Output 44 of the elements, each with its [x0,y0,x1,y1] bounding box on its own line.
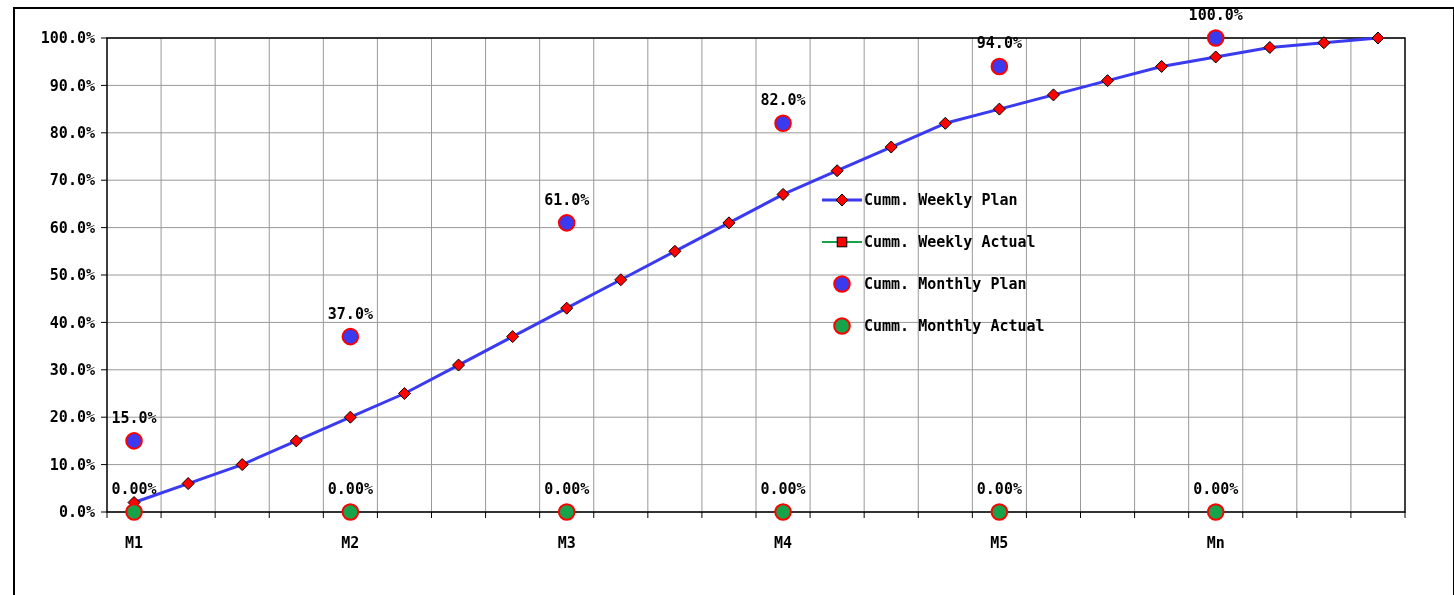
y-tick-label: 20.0% [49,408,95,427]
legend-label: Cumm. Monthly Actual [864,317,1045,336]
point [774,503,792,521]
point [557,503,576,521]
point [1206,29,1225,47]
y-tick-label: 90.0% [49,76,95,95]
y-tick-label: 40.0% [49,313,95,332]
point [774,114,792,133]
data-label: 37.0% [327,304,373,323]
data-label: 94.0% [976,34,1022,53]
y-tick-label: 100.0% [40,29,95,48]
data-label: 0.00% [544,480,590,498]
y-tick-label: 60.0% [49,218,95,237]
data-label: 0.00% [1193,480,1239,498]
point [990,503,1009,521]
legend-label: Cumm. Weekly Plan [864,191,1018,210]
point [990,57,1009,76]
x-tick-label: Mn [1206,534,1225,552]
y-tick-label: 30.0% [49,361,95,380]
point [557,214,576,232]
data-label: 0.00% [976,480,1022,498]
y-tick-label: 70.0% [49,171,95,190]
x-tick-label: M3 [557,534,576,552]
point [125,432,143,450]
data-label: 61.0% [544,190,590,209]
y-tick-label: 80.0% [49,124,95,143]
y-tick-label: 50.0% [49,266,95,285]
x-tick-label: M5 [990,534,1009,552]
data-label: 82.0% [760,91,806,110]
x-tick-label: M1 [125,534,144,552]
legend-label: Cumm. Monthly Plan [864,275,1027,294]
y-tick-label: 10.0% [49,455,95,474]
data-label: 15.0% [111,408,157,427]
x-tick-label: M4 [774,534,793,552]
point [341,503,360,521]
data-label: 0.00% [327,480,373,498]
y-tick-label: 0.0% [58,503,95,522]
x-tick-label: M2 [341,534,360,552]
data-label: 0.00% [111,480,157,498]
data-label: 0.00% [760,480,806,498]
point [125,503,143,521]
point [341,327,360,346]
point [1206,503,1225,521]
legend-label: Cumm. Weekly Actual [864,233,1036,252]
